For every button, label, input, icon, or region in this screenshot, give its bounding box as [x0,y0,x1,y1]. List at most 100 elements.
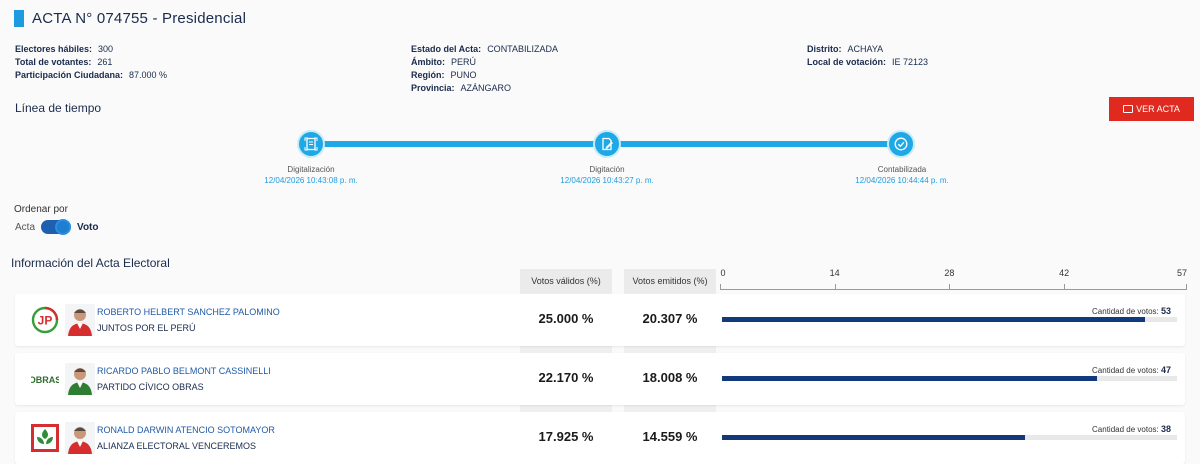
votes-count-value: 53 [1160,306,1171,316]
obras-party-logo: OBRAS [31,375,59,385]
ver-acta-label: VER ACTA [1136,104,1180,114]
candidate-photo-icon [65,304,95,336]
info-column-ubicacion: Distrito: ACHAYA Local de votación: IE 7212… [807,43,928,69]
candidate-photo [65,363,95,395]
info-key: Participación Ciudadana: [15,70,124,80]
axis-line [720,289,1187,290]
info-value: 261 [97,57,113,67]
party-name: JUNTOS POR EL PERÚ [97,323,196,333]
axis-tick-label: 28 [944,268,955,278]
title-accent-bar [14,10,24,27]
candidate-photo-icon [65,363,95,395]
order-label: Ordenar por [14,204,68,215]
info-row: Participación Ciudadana: 87.000 % [15,69,167,82]
votes-bar-track [722,376,1177,381]
votes-count-value: 38 [1160,424,1171,434]
timeline-step-digitalizacion [297,130,325,158]
info-row: Provincia: AZÁNGARO [411,82,558,95]
party-logo [31,424,59,452]
info-row: Estado del Acta: CONTABILIZADA [411,43,558,56]
timeline-label-digitalizacion: Digitalización 12/04/2026 10:43:08 p. m. [211,164,411,186]
order-option-voto[interactable]: Voto [77,221,99,233]
info-column-estado: Estado del Acta: CONTABILIZADA Ámbito: PERÚ… [411,43,558,95]
party-logo: JP [31,306,59,334]
axis-tick-label: 14 [829,268,840,278]
document-edit-icon [602,137,613,151]
party-name: ALIANZA ELECTORAL VENCEREMOS [97,441,257,451]
info-key: Total de votantes: [15,57,92,67]
votos-emitidos-value: 18.008 % [642,370,698,385]
info-value: AZÁNGARO [460,83,512,93]
votes-count-value: 47 [1160,365,1171,375]
timeline-label-contabilizada: Contabilizada 12/04/2026 10:44:44 p. m. [802,164,1002,186]
page-title: ACTA N° 074755 - Presidencial [32,10,247,27]
votes-bar [722,376,1098,381]
ver-acta-button[interactable]: VER ACTA [1109,97,1194,121]
candidate-photo [65,304,95,336]
validos-column-header: Votos válidos (%) [520,269,612,293]
info-row: Local de votación: IE 72123 [807,56,928,69]
votes-count-label: Cantidad de votos: [1092,425,1159,434]
votos-validos-value: 25.000 % [538,311,594,326]
timeline-step-contabilizada [887,130,915,158]
timeline-label-digitacion: Digitación 12/04/2026 10:43:27 p. m. [507,164,707,186]
axis-tick [1186,284,1187,290]
step-name: Contabilizada [877,165,927,174]
step-time: 12/04/2026 10:44:44 p. m. [855,176,949,185]
candidate-name: ROBERTO HELBERT SANCHEZ PALOMINO [97,307,280,317]
order-option-acta[interactable]: Acta [15,221,36,233]
candidate-photo [65,422,95,454]
step-time: 12/04/2026 10:43:08 p. m. [264,176,358,185]
info-value: ACHAYA [847,44,884,54]
votes-axis: 0 14 28 42 57 [720,268,1187,294]
votos-emitidos-value: 20.307 % [642,311,698,326]
info-column-votantes: Electores hábiles: 300 Total de votantes: 2… [15,43,167,82]
votes-bar [722,317,1146,322]
info-value: 87.000 % [129,70,168,80]
votes-count: Cantidad de votos: 47 [1092,365,1171,375]
emitidos-column-header: Votos emitidos (%) [624,269,716,293]
axis-tick [720,284,721,290]
step-time: 12/04/2026 10:43:27 p. m. [560,176,654,185]
candidate-row[interactable]: RONALD DARWIN ATENCIO SOTOMAYOR ALIANZA E… [15,412,1185,464]
toggle-knob [55,219,72,235]
order-toggle-switch[interactable] [41,219,72,235]
jp-party-logo: JP [31,306,59,334]
votes-count-label: Cantidad de votos: [1092,366,1159,375]
votes-bar-track [722,317,1177,322]
info-value: PUNO [450,70,477,80]
info-key: Estado del Acta: [411,44,482,54]
candidate-name: RONALD DARWIN ATENCIO SOTOMAYOR [97,425,275,435]
candidate-row[interactable]: JP ROBERTO HELBERT SANCHEZ PALOMINO JUNTOS… [15,294,1185,346]
axis-tick-label: 57 [1176,268,1188,278]
candidate-photo-icon [65,422,95,454]
info-value: CONTABILIZADA [487,44,559,54]
info-key: Electores hábiles: [15,44,93,54]
votes-bar-track [722,435,1177,440]
timeline-heading: Línea de tiempo [15,101,102,115]
party-logo: OBRAS [31,365,59,393]
info-value: 300 [98,44,114,54]
document-scan-icon [304,137,318,151]
info-row: Distrito: ACHAYA [807,43,928,56]
info-key: Provincia: [411,83,455,93]
votes-count-label: Cantidad de votos: [1092,307,1159,316]
axis-tick [1064,284,1066,290]
step-name: Digitación [589,165,625,174]
info-row: Ámbito: PERÚ [411,56,558,69]
party-name: PARTIDO CÍVICO OBRAS [97,382,204,392]
acta-title-bar: ACTA N° 074755 - Presidencial [14,10,246,27]
info-row: Electores hábiles: 300 [15,43,167,56]
timeline-step-digitacion [593,130,621,158]
venceremos-party-logo [31,424,59,452]
info-key: Región: [411,70,445,80]
votes-bar [722,435,1026,440]
info-key: Local de votación: [807,57,887,67]
axis-tick [834,284,836,290]
candidate-row[interactable]: OBRAS RICARDO PABLO BELMONT CASSINELLI PAR… [15,353,1185,405]
votos-validos-value: 17.925 % [538,429,594,444]
order-toggle-row: Acta Voto [15,219,99,235]
info-key: Ámbito: [411,57,445,67]
info-row: Total de votantes: 261 [15,56,167,69]
check-circle-icon [894,137,908,151]
